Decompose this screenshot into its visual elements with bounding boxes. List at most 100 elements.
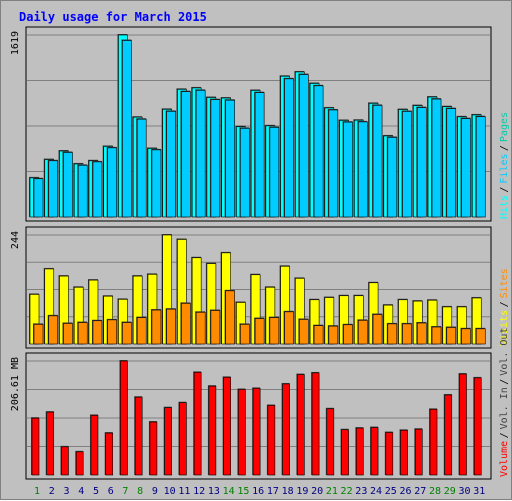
bar-files-day-5: [92, 161, 103, 218]
bar-volume-day-5: [90, 415, 99, 476]
bar-sites-day-17: [269, 317, 280, 345]
bar-volume-day-8: [134, 396, 143, 476]
bar-sites-day-18: [284, 311, 294, 345]
bar-volume-day-3: [61, 446, 69, 476]
bar-sites-day-25: [387, 323, 398, 345]
bar-files-day-17: [269, 127, 280, 218]
day-label-29: 29: [444, 486, 456, 497]
bar-sites-day-27: [416, 322, 427, 345]
bar-volume-day-28: [429, 409, 438, 476]
bar-files-day-4: [77, 164, 88, 218]
legend-vol-out: Vol. Out: [499, 328, 510, 376]
day-label-13: 13: [208, 486, 220, 497]
bar-sites-day-7: [122, 322, 132, 345]
day-label-30: 30: [458, 486, 470, 497]
bar-volume-day-22: [341, 429, 349, 476]
bar-sites-day-1: [33, 324, 44, 345]
day-label-28: 28: [429, 486, 441, 497]
bar-volume-day-26: [400, 430, 408, 476]
bar-volume-day-30: [459, 373, 467, 476]
legend-separator: /: [499, 187, 510, 193]
bar-volume-day-24: [370, 427, 379, 476]
bar-sites-day-31: [475, 328, 486, 345]
bar-files-day-10: [166, 111, 176, 218]
day-label-1: 1: [34, 486, 40, 497]
legend-separator: /: [499, 145, 510, 151]
bar-volume-day-20: [311, 372, 320, 476]
bar-files-day-22: [343, 121, 353, 218]
bar-files-day-21: [328, 109, 339, 218]
bar-sites-day-23: [358, 320, 368, 345]
legend-volume: Volume: [499, 441, 510, 477]
bar-volume-day-13: [208, 385, 217, 476]
bar-volume-day-17: [267, 405, 276, 476]
bar-files-day-15: [240, 128, 250, 218]
bar-volume-day-6: [105, 432, 114, 476]
bar-sites-day-19: [299, 319, 309, 345]
y-max-label: 206.61 MB: [10, 357, 21, 411]
bar-sites-day-12: [195, 311, 206, 345]
bar-sites-day-24: [372, 314, 383, 345]
bar-volume-day-16: [252, 388, 261, 476]
day-label-27: 27: [414, 486, 426, 497]
bar-sites-day-8: [136, 317, 147, 345]
bar-sites-day-13: [210, 310, 221, 345]
bar-files-day-12: [195, 90, 206, 218]
bar-files-day-8: [136, 118, 147, 218]
bar-files-day-16: [254, 92, 265, 218]
bar-sites-day-14: [225, 290, 235, 345]
bar-files-day-27: [416, 107, 427, 218]
bar-sites-day-20: [313, 325, 324, 345]
day-label-14: 14: [223, 486, 235, 497]
day-label-25: 25: [385, 486, 397, 497]
day-label-10: 10: [164, 486, 176, 497]
bar-volume-day-7: [120, 360, 128, 476]
bar-sites-day-26: [402, 323, 412, 345]
bar-volume-day-25: [385, 432, 394, 476]
panel-visits-sites: 244 Visits / Sites: [10, 226, 510, 349]
day-label-17: 17: [267, 486, 279, 497]
bar-volume-day-2: [46, 411, 55, 476]
bar-volume-day-4: [75, 451, 84, 476]
day-label-5: 5: [93, 486, 99, 497]
bar-volume-day-1: [31, 417, 40, 476]
bar-sites-day-3: [63, 323, 73, 345]
day-label-3: 3: [63, 486, 69, 497]
bar-files-day-18: [284, 78, 294, 218]
bar-files-day-1: [33, 178, 44, 218]
bar-sites-day-30: [461, 328, 471, 345]
bar-volume-day-29: [444, 394, 453, 476]
bar-volume-day-21: [326, 408, 335, 476]
bar-volume-day-27: [414, 428, 423, 476]
bar-sites-day-2: [48, 315, 59, 345]
bar-files-day-29: [446, 108, 457, 218]
bar-volume-day-23: [356, 427, 364, 476]
bar-volume-day-14: [223, 377, 231, 476]
legend-separator: /: [499, 301, 510, 307]
panels-layer: 1619 Hits / Files / Pages 244 Visits / Sites 206.6…: [10, 26, 510, 480]
legend-files: Files: [499, 153, 510, 183]
bar-files-day-30: [461, 118, 471, 218]
legend-separator: /: [499, 432, 510, 438]
legend-volume: Volume / Vol. In / Vol. Out: [499, 328, 510, 477]
bar-files-day-20: [313, 85, 324, 218]
y-max-label: 244: [10, 231, 21, 249]
legend-visits-sites: Visits / Sites: [499, 268, 510, 346]
bar-sites-day-29: [446, 327, 457, 345]
bar-files-day-31: [475, 116, 486, 218]
bar-sites-day-5: [92, 320, 103, 345]
bar-files-day-28: [431, 98, 442, 218]
day-label-12: 12: [193, 486, 205, 497]
day-label-16: 16: [252, 486, 264, 497]
bar-sites-day-4: [77, 322, 88, 345]
bar-files-day-25: [387, 137, 398, 218]
bar-files-day-14: [225, 99, 235, 218]
bar-volume-day-11: [179, 402, 187, 476]
day-label-18: 18: [282, 486, 294, 497]
bar-files-day-26: [402, 111, 412, 218]
legend-hits-files-pages: Hits / Files / Pages: [499, 112, 510, 219]
bar-volume-day-18: [282, 383, 290, 476]
bar-sites-day-22: [343, 324, 353, 345]
